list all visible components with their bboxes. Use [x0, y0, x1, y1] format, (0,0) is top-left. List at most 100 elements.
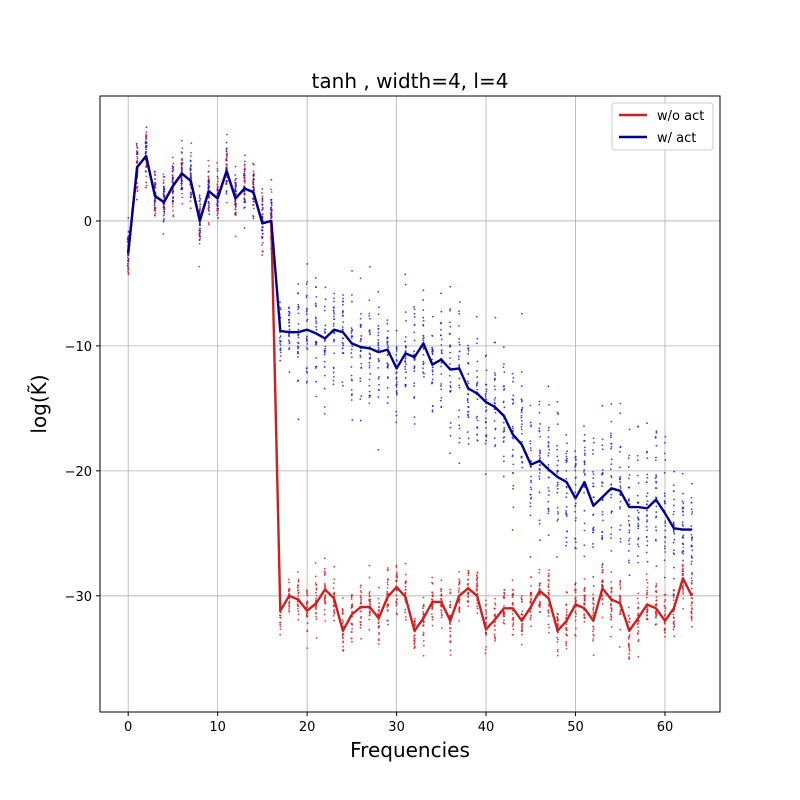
- sample-point: [682, 510, 684, 513]
- sample-point: [440, 590, 443, 593]
- sample-point: [198, 229, 201, 232]
- sample-point: [449, 600, 452, 603]
- sample-point: [404, 283, 407, 286]
- sample-point: [243, 168, 246, 171]
- sample-point: [127, 216, 130, 219]
- sample-point: [422, 611, 425, 613]
- sample-point: [395, 393, 398, 396]
- series-lines: [127, 154, 693, 632]
- sample-point: [378, 608, 380, 611]
- sample-point: [539, 456, 542, 459]
- sample-point: [592, 602, 594, 604]
- sample-point: [476, 426, 479, 429]
- sample-point: [172, 215, 175, 218]
- sample-point: [538, 587, 541, 590]
- sample-point: [422, 621, 425, 624]
- sample-point: [610, 445, 613, 448]
- sample-point: [270, 178, 273, 181]
- sample-point: [226, 163, 228, 166]
- sample-point: [323, 374, 326, 377]
- sample-point: [145, 135, 147, 138]
- sample-point: [288, 581, 291, 584]
- sample-point: [628, 644, 630, 647]
- sample-point: [628, 529, 631, 532]
- sample-point: [342, 294, 344, 296]
- sample-point: [387, 330, 389, 332]
- sample-point: [163, 175, 166, 178]
- sample-point: [315, 597, 317, 600]
- sample-point: [279, 614, 282, 617]
- sample-point: [216, 209, 219, 212]
- sample-point: [368, 364, 371, 367]
- sample-point: [216, 185, 219, 188]
- sample-point: [458, 437, 461, 440]
- sample-point: [127, 237, 129, 240]
- sample-point: [360, 610, 363, 613]
- sample-point: [548, 569, 550, 571]
- sample-point: [368, 330, 371, 333]
- sample-point: [207, 202, 210, 205]
- sample-point: [261, 208, 264, 211]
- sample-point: [386, 402, 389, 404]
- sample-point: [538, 605, 541, 608]
- sample-point: [547, 583, 550, 586]
- sample-point: [539, 582, 542, 585]
- sample-point: [226, 133, 228, 136]
- sample-point: [136, 159, 139, 162]
- sample-point: [449, 351, 451, 354]
- sample-point: [279, 340, 282, 343]
- sample-point: [610, 626, 613, 628]
- sample-point: [521, 594, 523, 597]
- sample-point: [619, 412, 622, 415]
- sample-point: [627, 515, 630, 518]
- sample-point: [565, 613, 568, 616]
- sample-point: [368, 628, 371, 631]
- sample-point: [306, 367, 308, 369]
- sample-point: [270, 201, 273, 204]
- sample-point: [234, 213, 236, 215]
- sample-point: [449, 630, 452, 633]
- sample-point: [521, 613, 524, 616]
- sample-point: [476, 388, 479, 391]
- sample-point: [619, 475, 622, 478]
- x-tick-label: 30: [388, 720, 405, 735]
- sample-point: [592, 593, 595, 596]
- sample-point: [646, 589, 648, 592]
- sample-point: [279, 625, 282, 628]
- sample-point: [485, 434, 487, 436]
- sample-point: [414, 617, 416, 620]
- sample-point: [637, 482, 640, 484]
- sample-point: [431, 410, 434, 413]
- sample-point: [404, 616, 407, 618]
- sample-point: [378, 383, 381, 386]
- sample-point: [449, 634, 452, 637]
- sample-point: [153, 204, 156, 207]
- sample-point: [431, 378, 434, 381]
- sample-point: [458, 341, 461, 344]
- sample-point: [377, 334, 380, 337]
- sample-point: [207, 209, 210, 211]
- sample-point: [163, 190, 166, 193]
- sample-point: [368, 366, 371, 369]
- sample-point: [583, 461, 586, 464]
- sample-point: [261, 243, 263, 246]
- sample-point: [547, 445, 550, 448]
- sample-point: [627, 559, 630, 562]
- sample-point: [315, 612, 318, 614]
- sample-point: [645, 536, 648, 538]
- sample-point: [234, 187, 237, 190]
- sample-point: [682, 592, 685, 595]
- sample-point: [324, 600, 327, 603]
- sample-point: [655, 565, 658, 567]
- sample-point: [485, 439, 487, 442]
- sample-point: [342, 352, 345, 355]
- sample-point: [484, 396, 487, 398]
- sample-point: [350, 330, 353, 332]
- sample-point: [440, 614, 443, 617]
- sample-point: [332, 371, 335, 374]
- sample-point: [493, 624, 496, 627]
- sample-point: [601, 438, 604, 441]
- sample-point: [690, 539, 693, 542]
- sample-point: [458, 578, 460, 581]
- sample-point: [691, 573, 694, 576]
